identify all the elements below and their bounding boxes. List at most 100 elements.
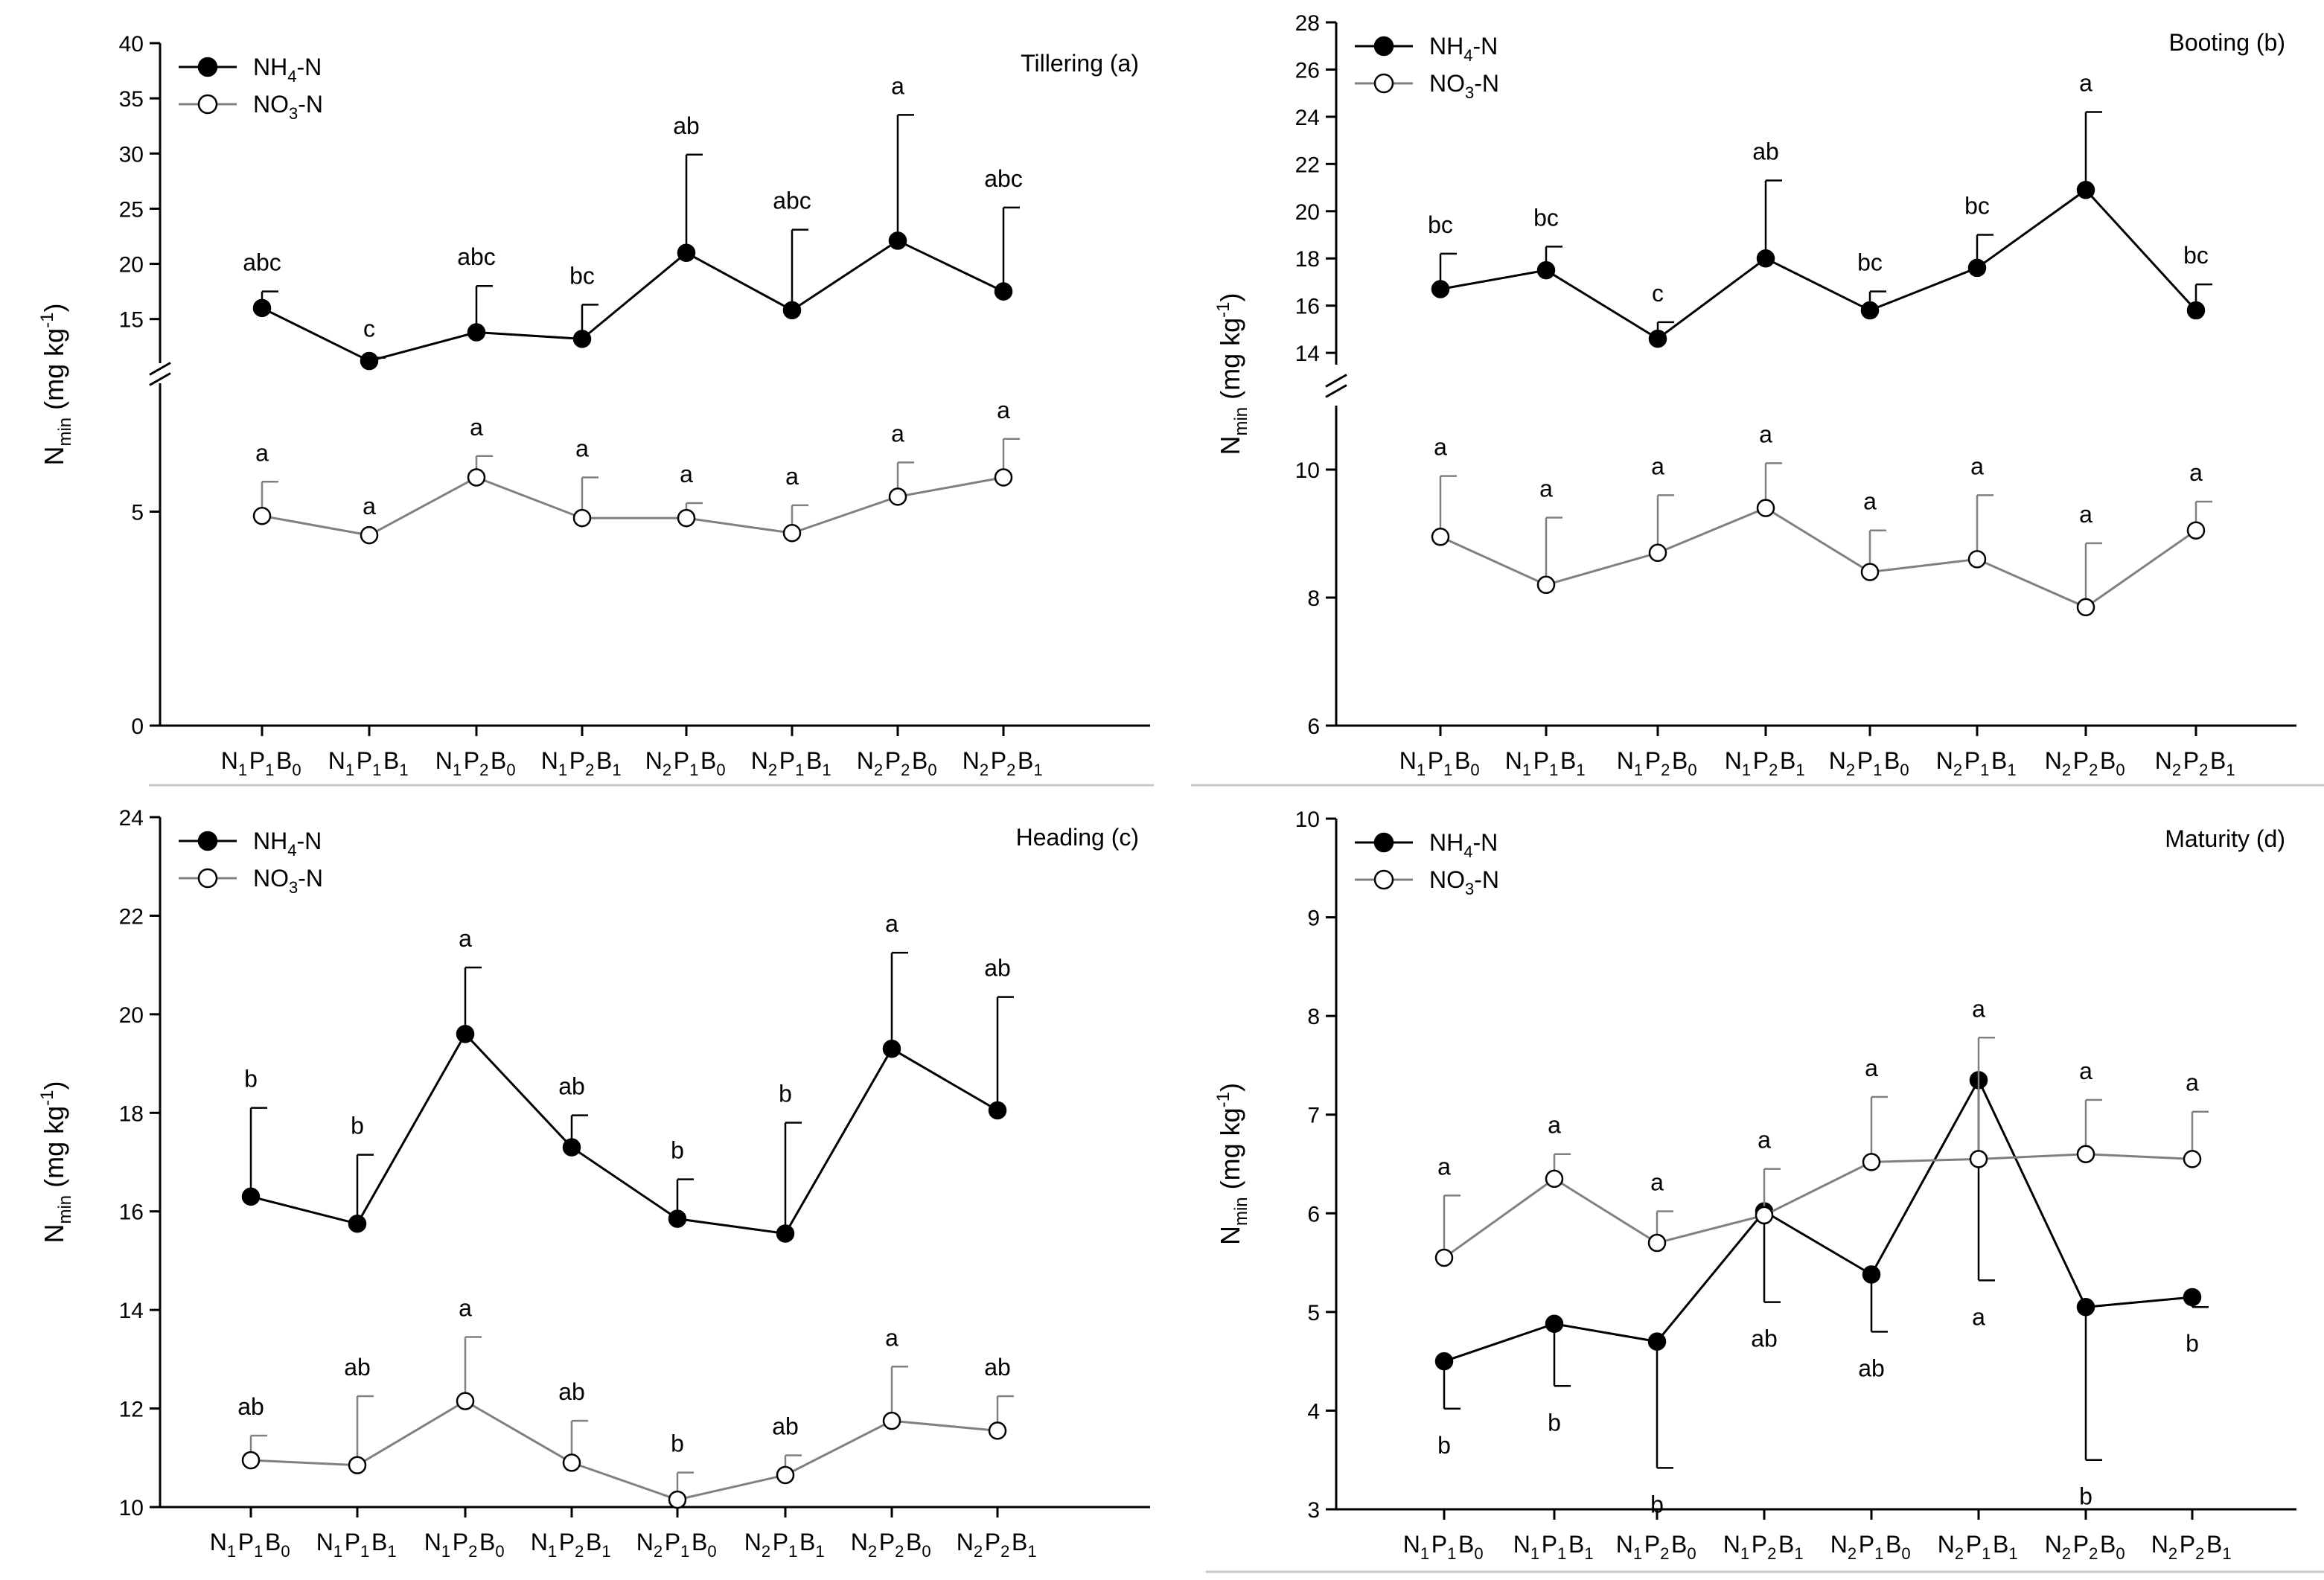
data-point xyxy=(1434,1248,1454,1267)
x-tick-label: N1 P1 B1 xyxy=(1513,1531,1596,1563)
significance-letter: a xyxy=(2189,459,2203,486)
axis-break-mark xyxy=(149,362,171,376)
x-tick-label: N1 P1 B0 xyxy=(210,1529,293,1561)
data-point xyxy=(2076,180,2095,199)
data-point xyxy=(677,508,696,528)
series-nh4: b b a ab b b a ab xyxy=(241,910,1014,1243)
significance-letter: a xyxy=(459,925,472,952)
data-point xyxy=(562,1453,581,1472)
significance-letter: ab xyxy=(772,1413,799,1439)
significance-letter: ab xyxy=(558,1378,585,1405)
significance-letter: ab xyxy=(984,1354,1011,1381)
significance-letter: a xyxy=(885,910,898,937)
data-point xyxy=(1860,301,1880,320)
data-point xyxy=(776,1465,795,1485)
x-tick-label: N1 P2 B0 xyxy=(435,747,518,779)
data-point xyxy=(2183,1288,2202,1307)
series-line xyxy=(1443,1078,2193,1363)
data-point xyxy=(1860,563,1880,581)
significance-letter: a xyxy=(1437,1153,1451,1180)
legend-marker xyxy=(1373,36,1394,57)
y-tick-label: 7 xyxy=(1307,1104,1320,1128)
y-tick-label: 35 xyxy=(119,87,144,112)
y-tick-label: 6 xyxy=(1307,1202,1320,1226)
significance-letter: bc xyxy=(2183,242,2209,269)
x-tick-label: N1 P1 B0 xyxy=(1399,747,1482,779)
significance-letter: a xyxy=(1970,452,1984,479)
y-tick-label: 12 xyxy=(119,1398,144,1422)
legend-label: NO3-N xyxy=(253,91,323,123)
y-tick-label: 10 xyxy=(1295,807,1320,832)
x-tick-label: N1 P2 B1 xyxy=(1723,1531,1806,1563)
significance-letter: a xyxy=(891,72,904,99)
data-point xyxy=(1756,499,1775,517)
significance-letter: b xyxy=(671,1430,684,1457)
y-tick-label: 5 xyxy=(131,501,144,525)
legend-label: NO3-N xyxy=(1429,70,1499,102)
significance-letter: a xyxy=(1759,420,1772,447)
data-point xyxy=(467,323,486,342)
y-tick-label: 10 xyxy=(1295,458,1320,483)
x-tick-label: N1 P2 B1 xyxy=(541,747,624,779)
legend-marker xyxy=(1373,832,1394,853)
y-axis-label: Nmin (mg kg-1) xyxy=(37,303,75,465)
x-tick-label: N2 P1 B0 xyxy=(1830,1531,1913,1563)
series-line xyxy=(261,476,1004,537)
x-tick-label: N2 P2 B0 xyxy=(2045,1531,2127,1563)
data-point xyxy=(2076,1297,2095,1317)
significance-letter: a xyxy=(1548,1112,1561,1139)
x-tick-label: N2 P1 B0 xyxy=(1829,747,1912,779)
significance-letter: a xyxy=(1865,1055,1878,1081)
significance-letter: b xyxy=(671,1137,684,1164)
significance-letter: a xyxy=(680,461,693,487)
significance-letter: a xyxy=(1650,1169,1664,1196)
significance-letter: a xyxy=(1651,452,1664,479)
y-tick-label: 15 xyxy=(119,308,144,333)
chart-panel-maturity: 3 4 5 6 7 8 9 10 N1 P1 B0 N1 P1 B1 N1 P2 B0 N1 P… xyxy=(1213,807,2296,1563)
series-line xyxy=(1440,506,2197,609)
significance-letter: a xyxy=(1972,995,1985,1022)
panel-title: Maturity (d) xyxy=(2165,825,2285,852)
series-line xyxy=(1443,1153,2193,1259)
significance-letter: a xyxy=(2186,1069,2199,1096)
significance-letter: c xyxy=(363,316,375,342)
legend-marker xyxy=(1373,869,1394,890)
y-tick-label: 25 xyxy=(119,197,144,222)
series-line xyxy=(250,1399,998,1501)
significance-letter: b xyxy=(779,1081,792,1107)
data-point xyxy=(562,1138,581,1157)
data-point xyxy=(360,351,379,371)
significance-letter: a xyxy=(575,435,589,462)
y-axis-label: Nmin (mg kg-1) xyxy=(1213,292,1251,455)
chart-panel-tillering: 0 5 15 20 25 30 35 40 N1 P1 B0 N1 P1 B1 N1 P2 B0… xyxy=(37,32,1150,779)
significance-letter: a xyxy=(1863,488,1877,515)
x-tick-label: N1 P1 B1 xyxy=(328,747,411,779)
series-nh4: abc c abc bc ab abc a abc xyxy=(243,72,1023,371)
y-tick-label: 40 xyxy=(119,32,144,57)
series-line xyxy=(1440,188,2197,340)
legend-label: NH4-N xyxy=(1429,829,1498,861)
significance-letter: ab xyxy=(1751,1325,1778,1352)
significance-letter: a xyxy=(255,439,269,466)
series-line xyxy=(250,1032,998,1235)
x-tick-label: N2 P2 B1 xyxy=(957,1529,1039,1561)
data-point xyxy=(1862,1153,1881,1171)
data-point xyxy=(888,231,907,250)
data-point xyxy=(988,1101,1007,1120)
y-tick-label: 24 xyxy=(119,806,144,831)
data-point xyxy=(241,1187,261,1206)
data-point xyxy=(668,1490,687,1509)
x-tick-label: N1 P2 B0 xyxy=(1616,1531,1699,1563)
significance-letter: ab xyxy=(344,1354,371,1381)
chart-panel-heading: 10 12 14 16 18 20 22 24 N1 P1 B0 N1 P1 B1 N1 P2 … xyxy=(37,806,1150,1561)
data-point xyxy=(668,1209,687,1228)
x-tick-label: N1 P2 B0 xyxy=(1617,747,1699,779)
significance-letter: abc xyxy=(457,243,496,270)
significance-letter: ab xyxy=(1858,1354,1885,1381)
x-tick-label: N1 P1 B1 xyxy=(316,1529,399,1561)
data-point xyxy=(1536,260,1556,280)
significance-letter: ab xyxy=(673,112,700,139)
panel-title: Heading (c) xyxy=(1016,824,1139,851)
y-tick-label: 5 xyxy=(1307,1301,1320,1325)
significance-letter: abc xyxy=(773,188,811,214)
